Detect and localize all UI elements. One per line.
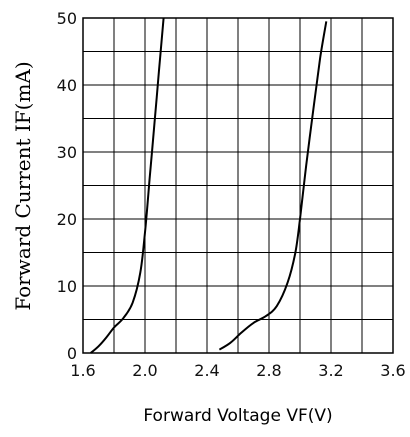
y-tick-label: 30 bbox=[57, 143, 77, 162]
x-tick-label: 2.4 bbox=[194, 361, 219, 380]
x-tick-label: 1.6 bbox=[70, 361, 95, 380]
x-tick-label: 3.6 bbox=[380, 361, 405, 380]
x-tick-label: 2.0 bbox=[132, 361, 157, 380]
x-tick-label: 2.8 bbox=[256, 361, 281, 380]
iv-curve-1 bbox=[90, 17, 165, 354]
y-tick-label: 50 bbox=[57, 9, 77, 28]
plot-frame bbox=[82, 17, 394, 354]
iv-curve-2 bbox=[218, 21, 328, 351]
x-axis-label: Forward Voltage VF(V) bbox=[143, 406, 332, 426]
y-tick-label: 10 bbox=[57, 277, 77, 296]
y-tick-label: 40 bbox=[57, 76, 77, 95]
y-axis-label: Forward Current IF(mA) bbox=[11, 61, 35, 310]
y-tick-label: 0 bbox=[67, 344, 77, 363]
grid-lines bbox=[83, 18, 393, 353]
y-tick-labels: 0 10 20 30 40 50 bbox=[57, 9, 77, 363]
y-tick-label: 20 bbox=[57, 210, 77, 229]
data-curves bbox=[90, 17, 328, 354]
x-tick-labels: 1.6 2.0 2.4 2.8 3.2 3.6 bbox=[70, 361, 405, 380]
x-tick-label: 3.2 bbox=[318, 361, 343, 380]
